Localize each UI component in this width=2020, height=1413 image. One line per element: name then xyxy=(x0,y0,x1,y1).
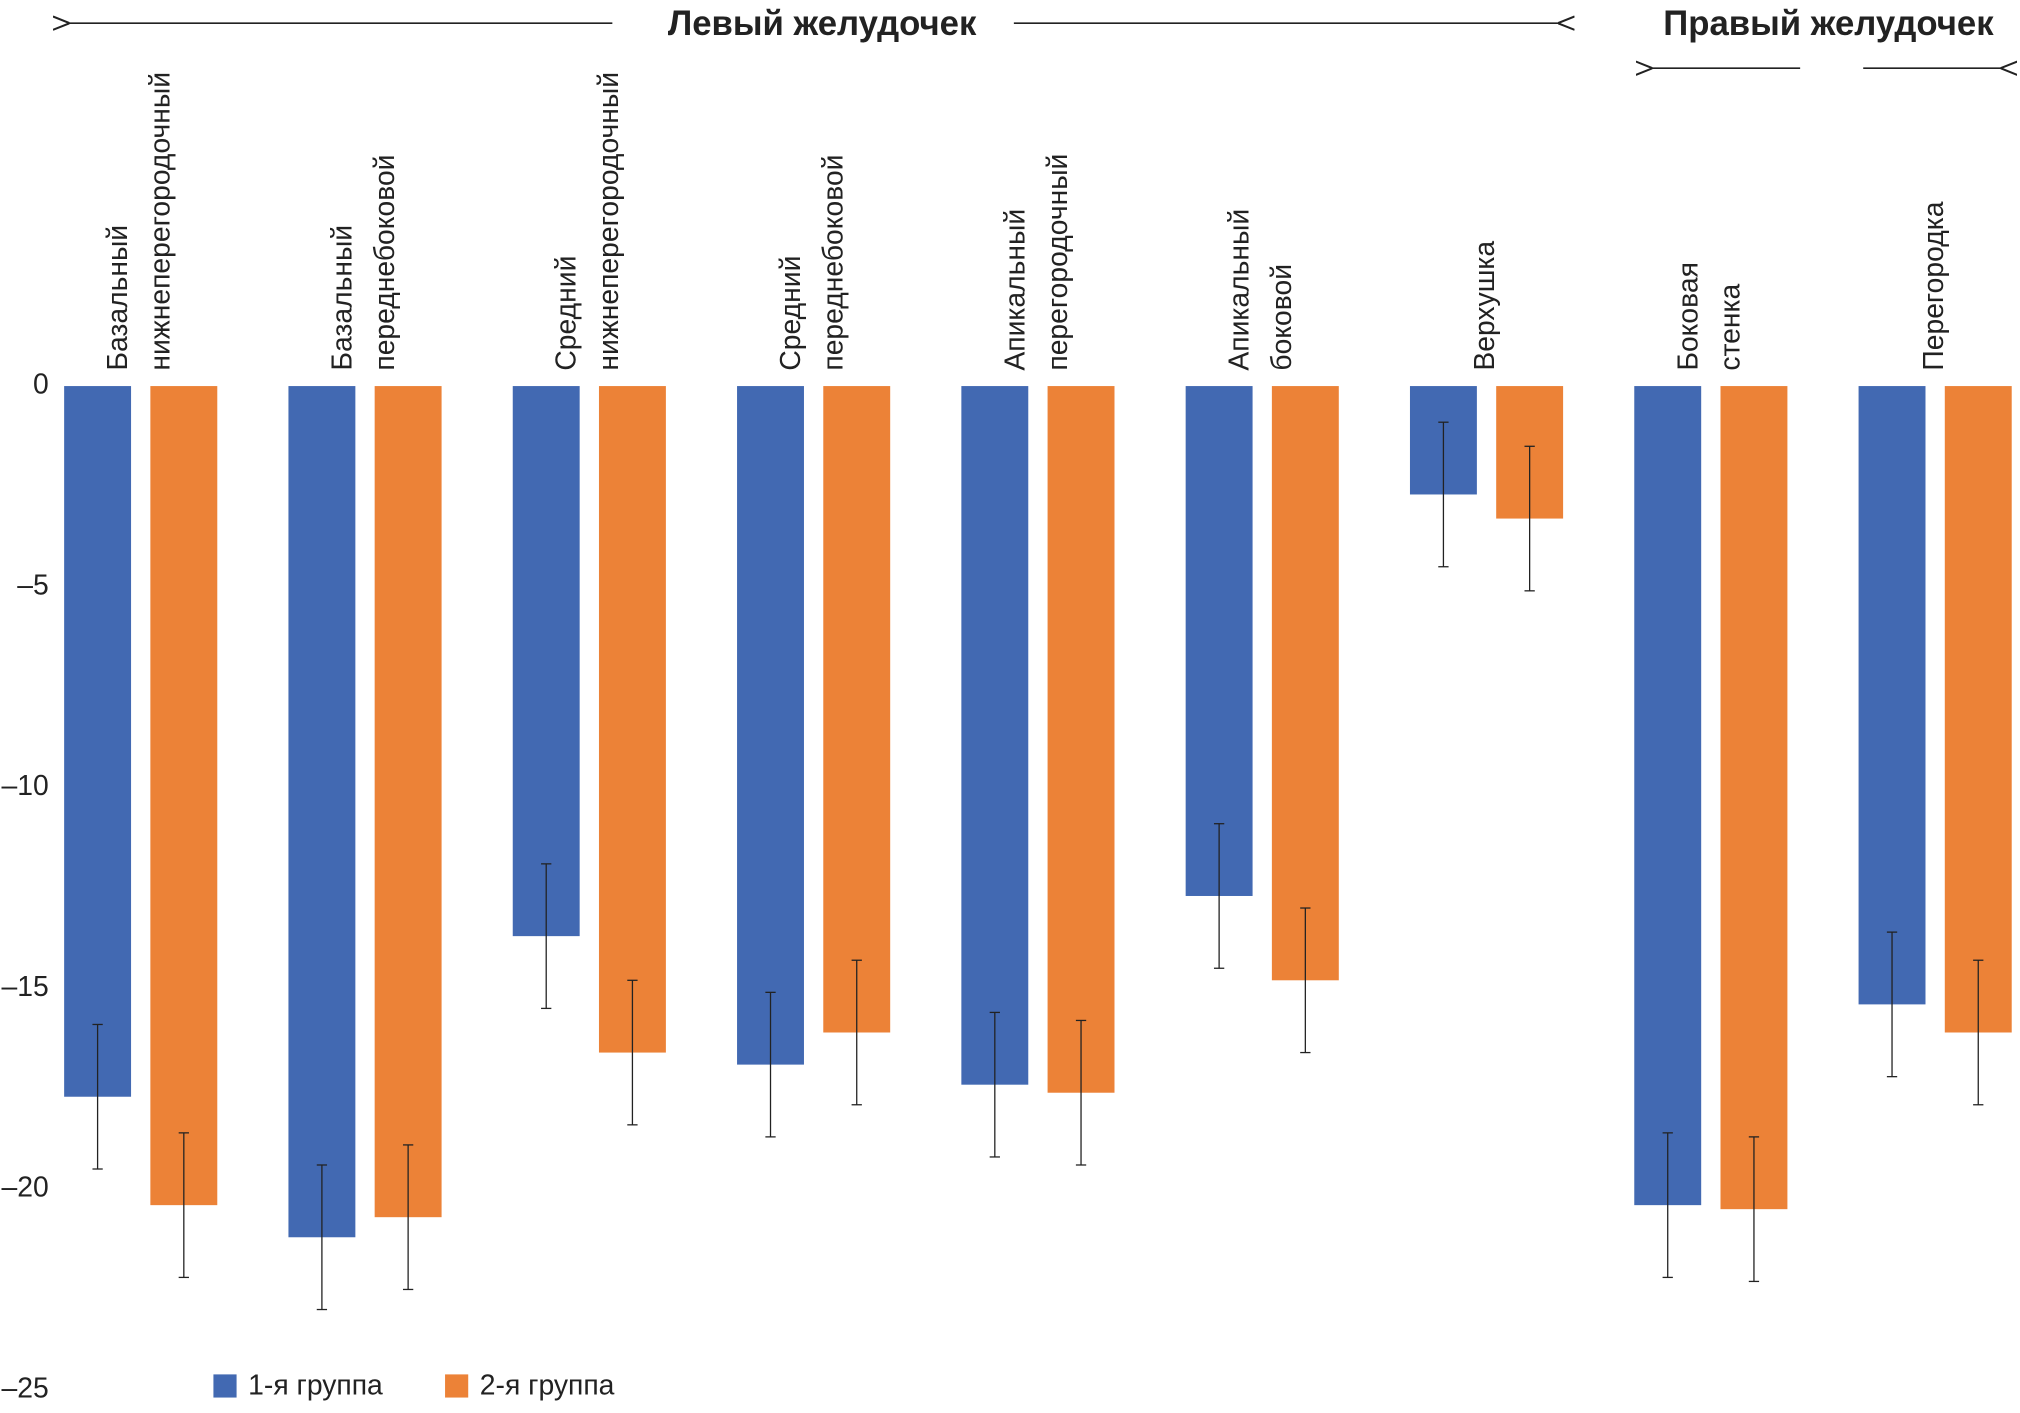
legend-swatch xyxy=(445,1374,469,1398)
bar xyxy=(374,386,442,1218)
y-tick-label: 0 xyxy=(33,368,49,400)
bar xyxy=(1185,386,1253,896)
right-header: Правый желудочек xyxy=(1663,5,1994,43)
legend-swatch xyxy=(213,1374,237,1398)
y-tick-label: –5 xyxy=(17,568,48,600)
x-tick-label: Средний нижнеперегородочный xyxy=(550,72,624,371)
x-tick-label: Верхушка xyxy=(1469,241,1501,371)
y-tick-label: –15 xyxy=(1,970,48,1002)
x-tick-label: Апикальный боковой xyxy=(1223,209,1297,371)
bar xyxy=(1720,386,1788,1210)
x-tick-label: Боковая стенка xyxy=(1672,262,1746,371)
legend-label: 2-я группа xyxy=(480,1369,615,1401)
bar xyxy=(64,386,132,1097)
bar xyxy=(512,386,580,937)
y-tick-label: –25 xyxy=(1,1371,48,1403)
bar xyxy=(1047,386,1115,1093)
y-tick-label: –20 xyxy=(1,1171,48,1203)
bar xyxy=(1634,386,1702,1206)
legend-label: 1-я группа xyxy=(248,1369,383,1401)
bar xyxy=(150,386,218,1206)
bar xyxy=(288,386,356,1238)
x-tick-label: Базальный нижнеперегородочный xyxy=(102,72,176,371)
x-tick-label: Средний переднебоковой xyxy=(775,155,849,371)
y-tick-label: –10 xyxy=(1,769,48,801)
bar xyxy=(1858,386,1926,1005)
bar xyxy=(598,386,666,1053)
bar xyxy=(823,386,891,1033)
left-header: Левый желудочек xyxy=(668,5,977,43)
bar xyxy=(737,386,804,1065)
bar xyxy=(1944,386,2012,1033)
bar xyxy=(1271,386,1339,981)
x-tick-label: Перегородка xyxy=(1917,201,1949,370)
bar xyxy=(961,386,1029,1085)
x-tick-label: Базальный переднебоковой xyxy=(326,155,400,371)
x-tick-label: Апикальный перегородочный xyxy=(999,154,1073,371)
